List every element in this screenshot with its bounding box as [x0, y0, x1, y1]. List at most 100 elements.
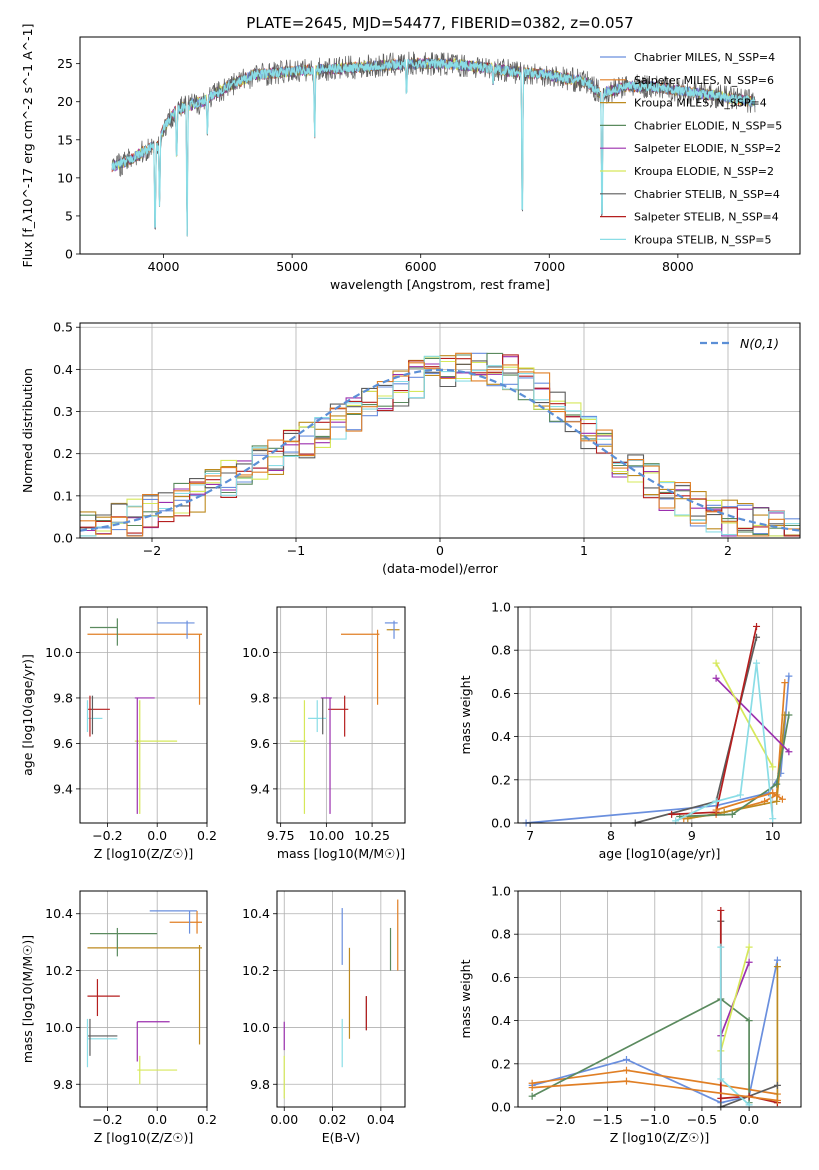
legend-entry: Kroupa ELODIE, N_SSP=2: [634, 165, 774, 178]
mass_vs_EBV-axes-frame: [276, 890, 406, 1108]
mass_weight_vs_age-ylabel: mass weight: [458, 675, 473, 754]
mass_weight_vs_Z-point-marker: [622, 1055, 630, 1063]
spectrum-ytick-label: 10: [57, 170, 73, 185]
age_vs_Z-plot-area: [80, 607, 207, 823]
mass_weight_vs_age-panel: 7 8 9 10 0.0 0.2 0.4 0.6 0.8 1.0 age [log10(age/yr…: [458, 600, 802, 861]
mass_weight_vs_age-point-marker: [785, 711, 793, 719]
mass_weight_vs_Z-ytick-label: 0.2: [491, 1056, 511, 1071]
age_vs_mass-plot-area: [277, 607, 405, 823]
mass_weight_vs_Z-ytick-label: 0.8: [491, 927, 511, 942]
mass_weight_vs_Z-series-line: [719, 946, 750, 1052]
mass_weight_vs_Z-axes-frame: [517, 890, 802, 1108]
mass_vs_EBV-ytick-label: 10.0: [242, 1020, 270, 1035]
mass_vs_EBV-panel: 0.00 0.02 0.04 9.8 10.0 10.2 10.4 E(B-V): [242, 890, 406, 1145]
age_vs_Z-ytick-label: 10.0: [45, 645, 73, 660]
mass_weight_vs_Z-point-marker: [773, 963, 781, 971]
mass_weight_vs_age-point-marker: [736, 791, 744, 799]
residual_histogram-xlabel: (data-model)/error: [382, 561, 499, 576]
mass_vs_EBV-xtick-label: 0.04: [367, 1112, 395, 1127]
mass_weight_vs_Z-point-marker: [528, 1084, 536, 1092]
mass_weight_vs_Z-xtick-label: −0.5: [687, 1112, 717, 1127]
age_vs_Z-ytick-label: 9.8: [53, 690, 73, 705]
mass_weight_vs_age-point-marker: [668, 810, 676, 818]
age_vs_mass-ytick-label: 9.6: [250, 736, 270, 751]
mass_weight_vs_age-point-marker: [753, 659, 761, 667]
mass_weight_vs_Z-series-line: [531, 997, 750, 1103]
mass_weight_vs_age-ytick-label: 0.0: [491, 816, 511, 831]
legend-entry: Salpeter ELODIE, N_SSP=2: [634, 142, 781, 155]
mass_weight_vs_age-plot-area: [518, 607, 801, 823]
reference-legend-label: N(0,1): [740, 336, 779, 351]
spectrum-legend: Chabrier MILES, N_SSP=4 Salpeter MILES, N…: [600, 51, 782, 246]
legend-entry: Kroupa STELIB, N_SSP=5: [634, 233, 772, 246]
mass_weight_vs_age-point-marker: [712, 674, 720, 682]
residual_histogram-xtick-label: 1: [580, 543, 588, 558]
age_vs_Z-axes-frame: [79, 606, 208, 824]
mass_vs_Z-xtick-label: −0.2: [92, 1112, 122, 1127]
mass_weight_vs_age-point-marker: [773, 797, 781, 805]
mass_weight_vs_age-xtick-label: 9: [688, 828, 696, 843]
spectrum-ytick-label: 25: [57, 56, 73, 71]
mass_vs_Z-axes-frame: [79, 890, 208, 1108]
mass_vs_Z-ytick-label: 10.2: [45, 963, 73, 978]
mass_vs_Z-ytick-label: 10.0: [45, 1020, 73, 1035]
age_vs_Z-ylabel: age [log10(age/yr)]: [20, 654, 35, 776]
mass_weight_vs_Z-ytick-label: 1.0: [491, 884, 511, 899]
spectrum-xtick-label: 4000: [148, 259, 180, 274]
legend-entry: Kroupa MILES, N_SSP=4: [634, 97, 767, 110]
mass_weight_vs_age-point-marker: [712, 659, 720, 667]
mass_weight_vs_Z-point-marker: [745, 958, 753, 966]
mass_weight_vs_Z-point-marker: [622, 1077, 630, 1085]
residual_histogram-ytick-label: 0.3: [53, 404, 73, 419]
mass_weight_vs_age-series-line: [715, 662, 774, 768]
mass_vs_EBV-xlabel: E(B-V): [322, 1130, 361, 1145]
spectrum-xlabel: wavelength [Angstrom, rest frame]: [330, 277, 550, 292]
mass_weight_vs_Z-ytick-label: 0.0: [491, 1100, 511, 1115]
mass_weight_vs_Z-point-marker: [717, 943, 725, 951]
age_vs_Z-panel: −0.2 0.0 0.2 9.4 9.6 9.8 10.0 Z [log10(Z/Z☉)] ag…: [20, 606, 217, 861]
mass_weight_vs_age-point-marker: [778, 795, 786, 803]
residual_histogram-xtick-label: 2: [724, 543, 732, 558]
mass_weight_vs_age-ytick-label: 0.2: [491, 772, 511, 787]
spectrum-plot-area: [80, 37, 800, 254]
residual_histogram-ytick-label: 0.1: [53, 488, 73, 503]
legend-entry: Salpeter MILES, N_SSP=6: [634, 74, 774, 87]
mass_weight_vs_age-xtick-label: 10: [765, 828, 781, 843]
residual_histogram-xtick-label: 0: [436, 543, 444, 558]
legend-entry: Chabrier MILES, N_SSP=4: [634, 51, 775, 64]
mass_weight_vs_Z-xtick-label: −2.0: [545, 1112, 575, 1127]
mass_weight_vs_age-point-marker: [753, 622, 761, 630]
mass_weight_vs_age-point-marker: [728, 810, 736, 818]
mass_weight_vs_age-ytick-label: 0.8: [491, 643, 511, 658]
residual_histogram-ylabel: Normed distribution: [20, 368, 35, 493]
legend-entry: Chabrier STELIB, N_SSP=4: [634, 188, 780, 201]
mass_weight_vs_Z-point-marker: [745, 943, 753, 951]
age_vs_mass-ytick-label: 9.4: [250, 781, 270, 796]
age_vs_mass-ytick-label: 10.0: [242, 645, 270, 660]
mass_vs_Z-ylabel: mass [log10(M/M☉)]: [20, 935, 35, 1063]
mass_vs_Z-xtick-label: 0.2: [197, 1112, 217, 1127]
mass_vs_EBV-plot-area: [277, 891, 405, 1107]
residual_histogram-xtick-label: −1: [287, 543, 305, 558]
age_vs_mass-xlabel: mass [log10(M/M☉)]: [277, 846, 405, 861]
age_vs_mass-xtick-label: 9.75: [267, 828, 295, 843]
mass_weight_vs_Z-point-marker: [745, 1017, 753, 1025]
mass_weight_vs_Z-point-marker: [622, 1066, 630, 1074]
mass_weight_vs_age-series-line: [715, 677, 790, 753]
spectrum-xtick-label: 5000: [276, 259, 308, 274]
spectrum-panel: 4000 5000 6000 7000 8000 0 5 10 15 20 25 wavelength…: [20, 24, 801, 292]
mass_vs_Z-xlabel: Z [log10(Z/Z☉)]: [94, 1130, 194, 1145]
mass_weight_vs_age-point-marker: [769, 789, 777, 797]
mass_weight_vs_Z-xtick-label: −1.0: [640, 1112, 670, 1127]
age_vs_Z-ytick-label: 9.6: [53, 736, 73, 751]
spectrum-ytick-label: 20: [57, 94, 73, 109]
mass_weight_vs_Z-point-marker: [773, 1081, 781, 1089]
age_vs_mass-xtick-label: 10.25: [354, 828, 390, 843]
age_vs_Z-xtick-label: 0.0: [147, 828, 167, 843]
mass_weight_vs_age-xtick-label: 7: [526, 828, 534, 843]
residual_histogram-panel: −2 −1 0 1 2 0.0 0.1 0.2 0.3 0.4 0.5 (data-model)/er…: [20, 320, 801, 576]
mass_vs_EBV-ytick-label: 10.4: [242, 906, 270, 921]
legend-entry: Salpeter STELIB, N_SSP=4: [634, 211, 779, 224]
mass_weight_vs_Z-ytick-label: 0.6: [491, 970, 511, 985]
